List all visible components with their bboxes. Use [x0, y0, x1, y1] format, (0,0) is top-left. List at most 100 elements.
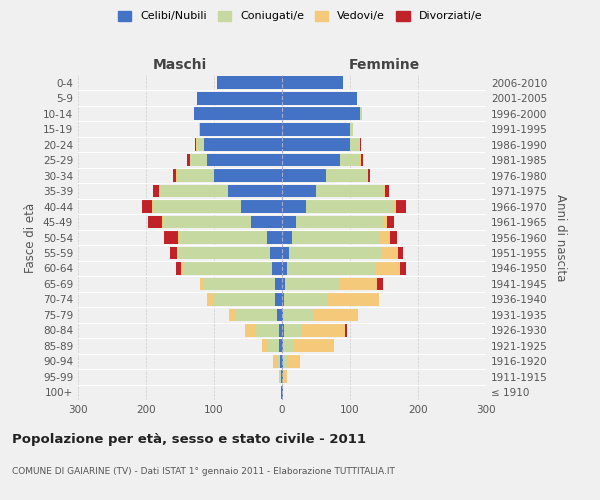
Bar [282, 386, 283, 398]
Bar [207, 293, 214, 306]
Bar [267, 231, 282, 244]
Bar [282, 370, 283, 383]
Bar [275, 278, 282, 290]
Bar [345, 324, 347, 336]
Bar [282, 184, 316, 198]
Bar [282, 231, 292, 244]
Bar [282, 92, 357, 104]
Text: Femmine: Femmine [349, 58, 419, 72]
Bar [148, 216, 161, 228]
Bar [207, 154, 282, 166]
Bar [287, 355, 301, 368]
Text: COMUNE DI GAIARINE (TV) - Dati ISTAT 1° gennaio 2011 - Elaborazione TUTTITALIA.I: COMUNE DI GAIARINE (TV) - Dati ISTAT 1° … [12, 468, 395, 476]
Bar [178, 246, 270, 260]
Bar [384, 216, 388, 228]
Bar [282, 340, 283, 352]
Bar [170, 246, 176, 260]
Bar [153, 200, 241, 213]
Bar [196, 138, 197, 151]
Bar [282, 355, 283, 368]
Bar [283, 370, 284, 383]
Bar [278, 370, 279, 383]
Bar [195, 138, 196, 151]
Bar [360, 108, 362, 120]
Bar [398, 246, 403, 260]
Bar [282, 308, 283, 321]
Bar [396, 200, 406, 213]
Bar [296, 216, 384, 228]
Bar [306, 200, 394, 213]
Bar [194, 108, 282, 120]
Bar [161, 216, 163, 228]
Bar [270, 246, 282, 260]
Bar [367, 169, 368, 182]
Bar [360, 138, 361, 151]
Bar [217, 76, 282, 89]
Bar [181, 262, 184, 275]
Bar [184, 262, 272, 275]
Bar [214, 293, 275, 306]
Bar [278, 340, 282, 352]
Bar [281, 386, 282, 398]
Legend: Celibi/Nubili, Coniugati/e, Vedovi/e, Divorziati/e: Celibi/Nubili, Coniugati/e, Vedovi/e, Di… [118, 10, 482, 22]
Bar [282, 76, 343, 89]
Bar [262, 340, 268, 352]
Bar [282, 200, 306, 213]
Bar [190, 154, 207, 166]
Bar [278, 324, 282, 336]
Bar [142, 200, 152, 213]
Bar [283, 340, 293, 352]
Bar [384, 184, 385, 198]
Bar [255, 324, 278, 336]
Bar [268, 340, 278, 352]
Bar [173, 169, 176, 182]
Bar [380, 231, 390, 244]
Bar [385, 184, 389, 198]
Bar [272, 262, 282, 275]
Bar [282, 154, 340, 166]
Bar [328, 293, 379, 306]
Bar [361, 154, 363, 166]
Bar [197, 92, 282, 104]
Bar [286, 278, 340, 290]
Bar [380, 246, 398, 260]
Bar [284, 370, 287, 383]
Bar [176, 246, 178, 260]
Bar [350, 138, 360, 151]
Bar [400, 262, 406, 275]
Text: Maschi: Maschi [153, 58, 207, 72]
Bar [284, 324, 301, 336]
Bar [376, 262, 400, 275]
Bar [236, 308, 277, 321]
Bar [282, 293, 284, 306]
Bar [316, 184, 384, 198]
Bar [279, 370, 281, 383]
Bar [282, 138, 350, 151]
Bar [159, 184, 160, 198]
Bar [282, 278, 286, 290]
Bar [301, 324, 345, 336]
Bar [187, 154, 190, 166]
Bar [281, 370, 282, 383]
Bar [241, 200, 282, 213]
Bar [277, 308, 282, 321]
Bar [163, 216, 251, 228]
Bar [199, 123, 200, 136]
Bar [275, 293, 282, 306]
Bar [350, 123, 353, 136]
Bar [293, 340, 334, 352]
Bar [282, 246, 289, 260]
Bar [164, 231, 178, 244]
Bar [282, 169, 326, 182]
Text: Popolazione per età, sesso e stato civile - 2011: Popolazione per età, sesso e stato civil… [12, 432, 366, 446]
Bar [377, 278, 383, 290]
Bar [292, 231, 380, 244]
Bar [178, 231, 179, 244]
Bar [197, 138, 204, 151]
Bar [176, 169, 214, 182]
Bar [251, 216, 282, 228]
Y-axis label: Fasce di età: Fasce di età [25, 202, 37, 272]
Bar [388, 216, 394, 228]
Bar [314, 308, 358, 321]
Bar [214, 169, 282, 182]
